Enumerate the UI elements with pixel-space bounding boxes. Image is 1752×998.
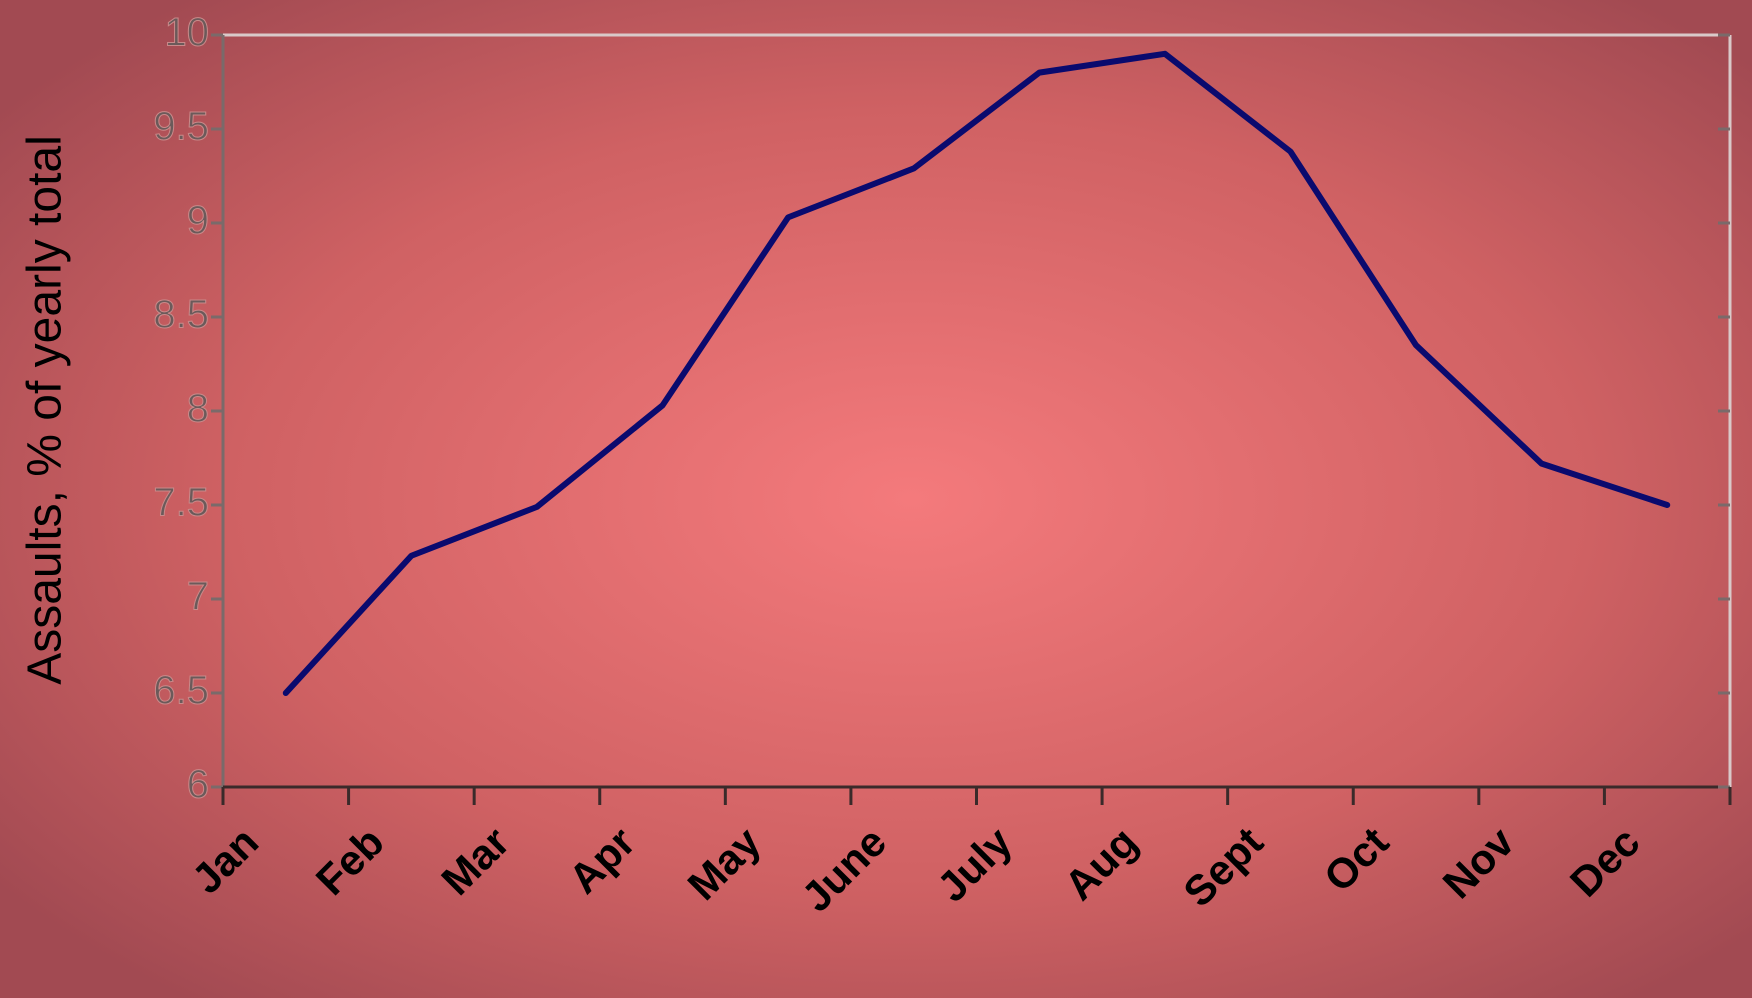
y-tick-label: 6 (187, 763, 209, 807)
y-tick-label: 10 (165, 11, 210, 55)
y-tick-label: 9 (187, 199, 209, 243)
y-tick-label: 9.5 (153, 105, 209, 149)
y-tick-label: 8 (187, 387, 209, 431)
y-axis-label: Assaults, % of yearly total (19, 135, 72, 685)
data-line (282, 50, 1671, 696)
y-tick-label: 7 (187, 575, 209, 619)
y-tick-label: 6.5 (153, 669, 209, 713)
y-tick-label: 8.5 (153, 293, 209, 337)
y-tick-label: 7.5 (153, 481, 209, 525)
